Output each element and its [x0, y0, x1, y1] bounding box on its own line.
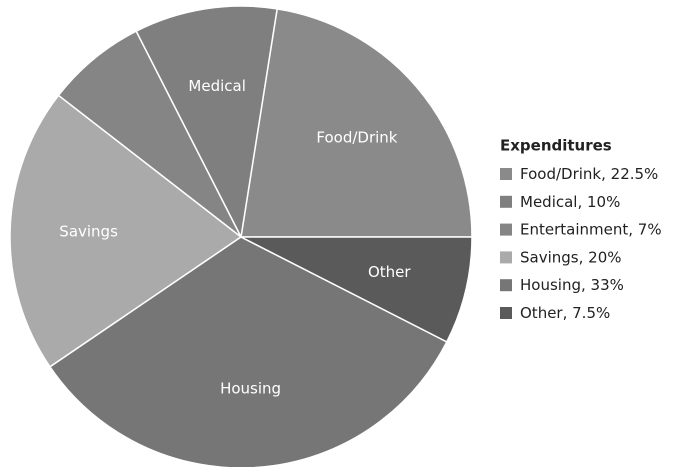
legend-swatch: [500, 195, 512, 208]
legend-value: 10%: [587, 192, 620, 210]
legend-label: Food/Drink, 22.5%: [520, 165, 658, 183]
legend-swatch: [500, 307, 512, 319]
legend-swatch: [500, 251, 512, 264]
slice-label: Savings: [59, 223, 118, 241]
legend-separator: ,: [628, 220, 638, 238]
legend-label: Savings, 20%: [520, 248, 622, 266]
legend-label: Medical, 10%: [520, 192, 620, 210]
legend-value: 20%: [588, 248, 621, 266]
legend-title: Expenditures: [500, 137, 612, 155]
legend-value: 22.5%: [611, 165, 659, 183]
legend-label: Other, 7.5%: [520, 304, 610, 322]
slice-label: Food/Drink: [316, 128, 397, 146]
legend-swatch: [500, 168, 512, 180]
legend-separator: ,: [601, 165, 611, 183]
pie-slice: [57, 30, 242, 238]
pie-slice: [240, 236, 473, 343]
legend-separator: ,: [563, 304, 573, 322]
legend-category: Food/Drink: [520, 165, 601, 183]
legend-category: Entertainment: [520, 220, 628, 238]
legend-separator: ,: [577, 192, 587, 210]
pie-slice: [48, 236, 448, 467]
legend-value: 33%: [591, 276, 624, 294]
slice-label: Medical: [188, 77, 245, 95]
pie-slice: [240, 7, 473, 238]
legend-category: Medical: [520, 192, 577, 210]
pie-slice: [9, 94, 243, 368]
legend-label: Entertainment, 7%: [520, 220, 662, 238]
legend-category: Housing: [520, 276, 581, 294]
legend-category: Savings: [520, 248, 579, 266]
legend-swatch: [500, 279, 512, 292]
legend-swatch: [500, 223, 512, 236]
legend-value: 7.5%: [572, 304, 610, 322]
legend-category: Other: [520, 304, 563, 322]
legend-label: Housing, 33%: [520, 276, 624, 294]
legend-value: 7%: [638, 220, 662, 238]
legend-separator: ,: [581, 276, 591, 294]
pie-slice: [135, 5, 278, 240]
slice-label: Housing: [220, 380, 281, 398]
legend-separator: ,: [579, 248, 589, 266]
slice-label: Other: [368, 263, 411, 281]
